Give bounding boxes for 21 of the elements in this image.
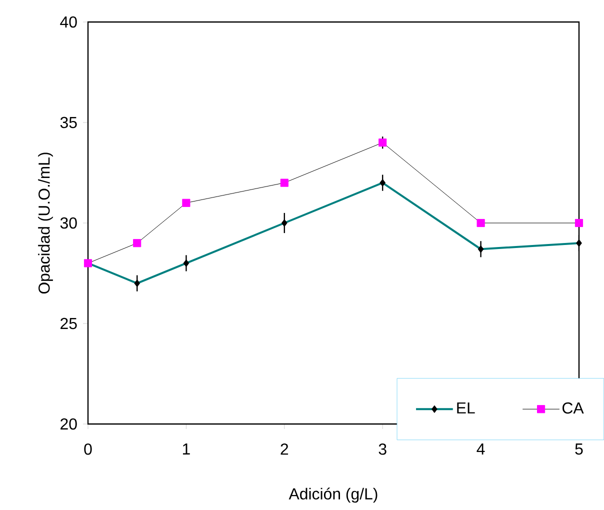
y-tick-label: 25 — [60, 318, 77, 330]
point — [574, 218, 584, 228]
point — [133, 239, 142, 248]
y-tick-label: 30 — [60, 217, 77, 229]
legend-label: EL — [457, 402, 475, 414]
x-axis-title: Adición (g/L) — [288, 488, 378, 503]
x-tick-label: 1 — [182, 444, 190, 454]
legend-label: CA — [562, 402, 584, 414]
y-tick-label: 35 — [60, 116, 77, 128]
point — [476, 218, 485, 228]
y-tick-label: 40 — [60, 16, 77, 28]
point — [280, 178, 288, 187]
y-tick-label: 20 — [60, 418, 77, 430]
y-axis-title: Opacidad (U.O./mL) — [38, 152, 53, 294]
x-tick-label: 5 — [575, 444, 583, 455]
point — [182, 198, 190, 207]
x-tick-label: 0 — [84, 444, 92, 455]
x-tick-label: 4 — [476, 444, 485, 454]
x-tick-label: 2 — [280, 444, 288, 455]
point — [378, 138, 387, 147]
x-tick-label: 3 — [378, 444, 386, 455]
